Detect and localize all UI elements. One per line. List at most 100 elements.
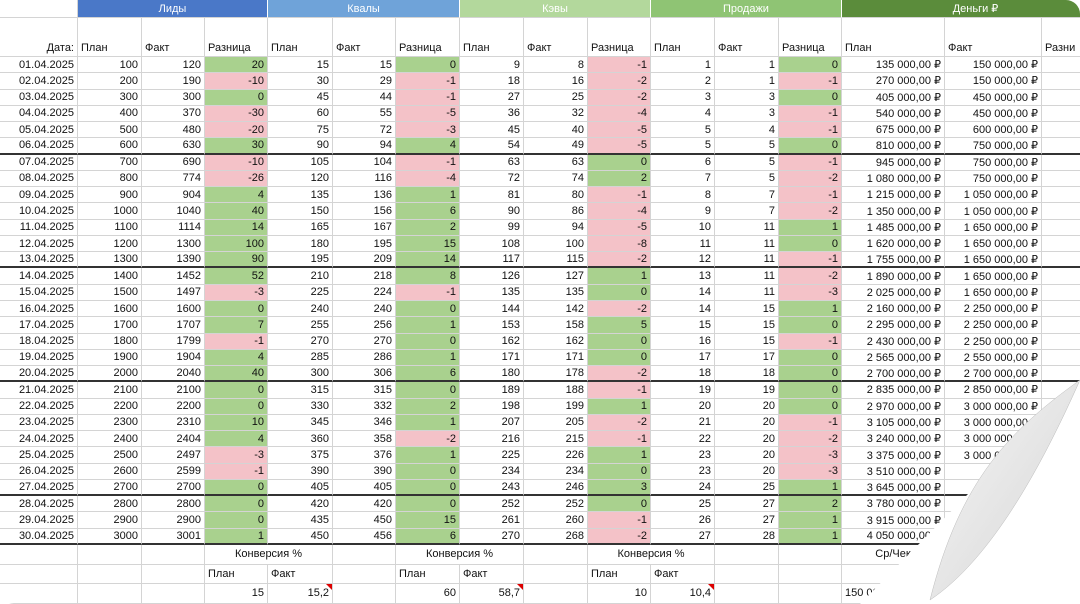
cell: 0 xyxy=(779,382,842,399)
conversion-label: Конверсия % xyxy=(205,545,333,565)
cell: 27 xyxy=(715,496,779,513)
avg-check-label: Ср/Чек xyxy=(842,545,945,565)
cell xyxy=(945,512,1042,529)
date-cell: 29.04.2025 xyxy=(0,512,78,529)
date-header: Дата: xyxy=(0,18,78,57)
date-cell: 14.04.2025 xyxy=(0,268,78,285)
footer-cell xyxy=(333,584,396,604)
cell: 2 550 000,00 ₽ xyxy=(945,349,1042,367)
cell xyxy=(1042,317,1080,334)
footer-cell xyxy=(945,545,1042,565)
date-cell: 26.04.2025 xyxy=(0,463,78,480)
cell: 4 xyxy=(205,187,268,204)
cell: 0 xyxy=(779,138,842,155)
cell: 252 xyxy=(460,496,524,513)
cell: 3 510 000,00 ₽ xyxy=(842,463,945,480)
cell: 2200 xyxy=(78,398,142,415)
cell: 135 xyxy=(524,284,588,301)
cell: 252 xyxy=(524,496,588,513)
cell: 16 xyxy=(651,333,715,350)
cell: 195 xyxy=(333,235,396,253)
cell: 11 xyxy=(715,219,779,236)
plan-label: План xyxy=(396,564,460,585)
cell: 189 xyxy=(460,382,524,399)
cell: 198 xyxy=(460,398,524,415)
cell: 40 xyxy=(205,203,268,220)
cell: 25 xyxy=(715,479,779,497)
cell: 420 xyxy=(268,496,333,513)
cell: 20 xyxy=(715,431,779,448)
fact-label: Факт xyxy=(268,564,333,585)
cell: -2 xyxy=(588,528,651,545)
cell: -1 xyxy=(588,431,651,448)
cell xyxy=(1042,155,1080,171)
cell: 1 050 000,00 ₽ xyxy=(945,203,1042,220)
column-header: План xyxy=(651,18,715,57)
cell: 5 xyxy=(715,170,779,188)
cell: 3 xyxy=(651,89,715,106)
cell: 0 xyxy=(396,57,460,74)
cell: 2100 xyxy=(142,382,205,399)
cell: 3 780 000,00 ₽ xyxy=(842,496,945,513)
cell: 500 xyxy=(78,122,142,139)
column-header: Разни xyxy=(1042,18,1080,57)
cell: -1 xyxy=(396,154,460,171)
date-cell: 03.04.2025 xyxy=(0,89,78,106)
cell: 3 xyxy=(715,89,779,106)
cell: 5 xyxy=(715,154,779,171)
cell: 1600 xyxy=(78,301,142,318)
footer-cell xyxy=(715,564,779,585)
cell: 0 xyxy=(779,398,842,415)
cell: 1 xyxy=(588,268,651,285)
cell: 1 xyxy=(396,414,460,432)
cell: 26 xyxy=(651,512,715,529)
cell: 200 xyxy=(78,73,142,90)
cell xyxy=(945,528,1042,545)
group-header: Деньги ₽ xyxy=(842,0,1080,18)
cell: 2404 xyxy=(142,431,205,448)
cell: 243 xyxy=(460,479,524,497)
cell: 178 xyxy=(524,366,588,383)
cell: 1040 xyxy=(142,203,205,220)
cell: 1114 xyxy=(142,219,205,236)
cell: 1400 xyxy=(78,268,142,285)
cell: 300 xyxy=(142,89,205,106)
footer-cell xyxy=(78,545,142,565)
cell: 2 xyxy=(779,496,842,513)
cell: 2 250 000,00 ₽ xyxy=(945,301,1042,318)
cell: 2 xyxy=(651,73,715,90)
date-cell: 02.04.2025 xyxy=(0,73,78,90)
cell: 0 xyxy=(205,382,268,399)
cell: 117 xyxy=(460,252,524,269)
cell: 375 xyxy=(268,447,333,464)
cell: 195 xyxy=(268,252,333,269)
cell: 1497 xyxy=(142,284,205,301)
footer-cell xyxy=(1042,565,1080,585)
cell: -4 xyxy=(588,105,651,123)
cell: 0 xyxy=(779,317,842,334)
cell: 4 xyxy=(715,122,779,139)
cell: 270 xyxy=(333,333,396,350)
cell: -5 xyxy=(588,138,651,155)
cell: 7 xyxy=(715,187,779,204)
cell: 346 xyxy=(333,414,396,432)
cell: 286 xyxy=(333,349,396,367)
cell xyxy=(1042,447,1080,464)
cell: 207 xyxy=(460,414,524,432)
cell: 2 250 000,00 ₽ xyxy=(945,333,1042,350)
cell: 54 xyxy=(460,138,524,155)
cell: 3000 xyxy=(78,528,142,545)
cell: 285 xyxy=(268,349,333,367)
cell: 23 xyxy=(651,447,715,464)
cell: 2800 xyxy=(78,496,142,513)
cell: 27 xyxy=(715,512,779,529)
cell: 15 xyxy=(396,512,460,529)
footer-cell xyxy=(333,545,396,565)
cell: 8 xyxy=(524,57,588,74)
cell: 2600 xyxy=(78,463,142,480)
cell: 450 xyxy=(268,528,333,545)
date-cell: 28.04.2025 xyxy=(0,496,78,513)
cell: 774 xyxy=(142,170,205,188)
cell: 1300 xyxy=(78,252,142,269)
cell: 162 xyxy=(524,333,588,350)
